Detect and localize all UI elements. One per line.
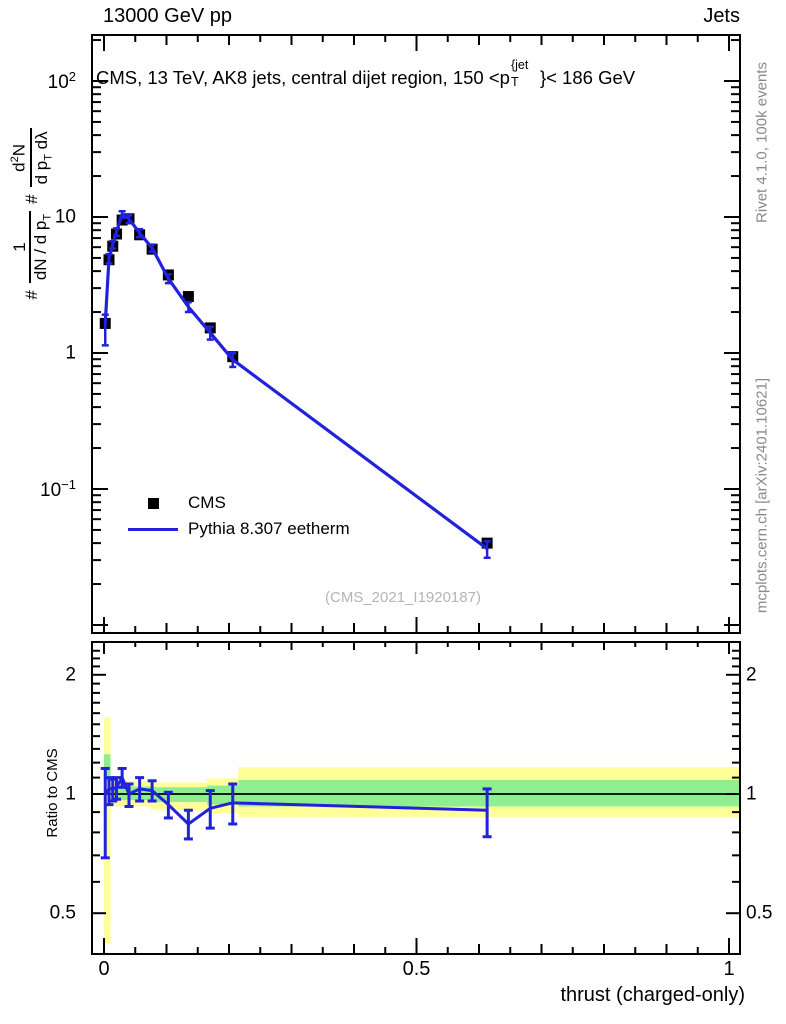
panel-title-pre: CMS, 13 TeV, AK8 jets, central dijet reg… — [96, 67, 510, 88]
panel-title-subscript: T — [510, 75, 519, 89]
axis-tick-label: 1 — [65, 342, 76, 364]
axis-tick-label: 0 — [98, 958, 110, 980]
cms-square-marker-icon — [147, 497, 159, 509]
axis-tick-label: 102 — [47, 68, 76, 94]
axis-tick-label: 1 — [746, 783, 757, 805]
panel-title-post: }< 186 GeV — [539, 67, 636, 88]
axis-tick-label: 10 — [54, 206, 76, 228]
axis-tick-label: 0.5 — [49, 902, 76, 924]
legend-label-pythia: Pythia 8.307 eetherm — [188, 519, 350, 538]
ylabel-hash-1: # — [22, 290, 41, 300]
mcplots-arxiv-note: mcplots.cern.ch [arXiv:2401.10621] — [753, 377, 771, 614]
axis-tick-label: 1 — [65, 783, 76, 805]
panel-title: CMS, 13 TeV, AK8 jets, central dijet reg… — [96, 58, 636, 89]
legend-label-cms: CMS — [188, 493, 226, 512]
x-axis-label: thrust (charged-only) — [560, 984, 745, 1006]
analysis-id-watermark: (CMS_2021_I1920187) — [325, 589, 481, 606]
legend-item-cms: CMS — [127, 490, 350, 516]
axis-tick-label: 2 — [746, 664, 757, 686]
axis-tick-label: 10−1 — [40, 476, 76, 502]
panel-title-superscript: {jet — [510, 58, 529, 72]
axis-tick-label: 1 — [723, 958, 735, 980]
legend: CMS Pythia 8.307 eetherm — [127, 490, 350, 542]
rivet-version-note: Rivet 4.1.0, 100k events — [753, 62, 771, 223]
axis-tick-label: 0.5 — [402, 958, 431, 980]
pythia-line-marker-icon — [128, 527, 178, 531]
ylabel-fraction-2: d2N d pT dλ — [9, 128, 55, 188]
axis-tick-label: 0.5 — [746, 902, 773, 924]
legend-item-pythia: Pythia 8.307 eetherm — [127, 516, 350, 542]
ylabel-hash-2: # — [22, 194, 41, 204]
process-label: Jets — [703, 5, 740, 27]
axis-tick-label: 2 — [65, 664, 76, 686]
beam-energy-label: 13000 GeV pp — [103, 5, 232, 27]
